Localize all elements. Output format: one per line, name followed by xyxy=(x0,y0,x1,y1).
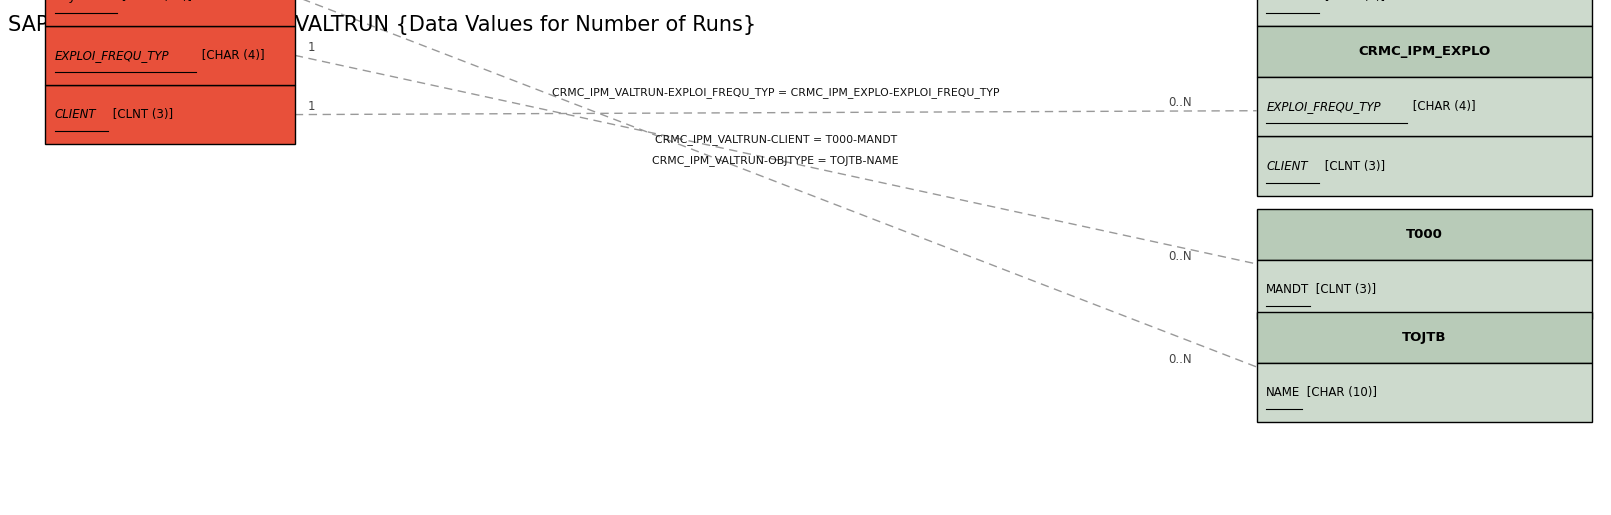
FancyBboxPatch shape xyxy=(1257,77,1592,136)
Text: [CLNT (3)]: [CLNT (3)] xyxy=(1321,160,1385,173)
Text: [CLNT (3)]: [CLNT (3)] xyxy=(110,108,174,121)
FancyBboxPatch shape xyxy=(1257,260,1592,319)
Text: [CHAR (4)]: [CHAR (4)] xyxy=(1410,100,1476,113)
FancyBboxPatch shape xyxy=(1257,209,1592,260)
FancyBboxPatch shape xyxy=(1257,0,1592,26)
Text: 0..N: 0..N xyxy=(1168,96,1192,110)
Text: NAME: NAME xyxy=(1266,386,1300,399)
Text: [CHAR (10)]: [CHAR (10)] xyxy=(118,0,192,3)
Text: 0..N: 0..N xyxy=(1168,250,1192,263)
FancyBboxPatch shape xyxy=(1257,26,1592,77)
Text: EXPLOI_FREQU_TYP: EXPLOI_FREQU_TYP xyxy=(55,49,169,62)
Text: CRMC_IPM_VALTRUN-CLIENT = T000-MANDT: CRMC_IPM_VALTRUN-CLIENT = T000-MANDT xyxy=(654,133,897,145)
Text: 0..N: 0..N xyxy=(1168,353,1192,366)
Text: CLIENT: CLIENT xyxy=(55,108,97,121)
Text: 1: 1 xyxy=(308,100,316,113)
Text: [CHAR (4)]: [CHAR (4)] xyxy=(198,49,264,62)
Text: CRMC_IPM_VALTRUN-EXPLOI_FREQU_TYP = CRMC_IPM_EXPLO-EXPLOI_FREQU_TYP: CRMC_IPM_VALTRUN-EXPLOI_FREQU_TYP = CRMC… xyxy=(553,87,999,97)
Text: CRMC_IPM_VALTRUN-OBJTYPE = TOJTB-NAME: CRMC_IPM_VALTRUN-OBJTYPE = TOJTB-NAME xyxy=(652,156,899,166)
Text: EXPLOI_FREQU_TYP: EXPLOI_FREQU_TYP xyxy=(1266,100,1381,113)
Text: TOJTB: TOJTB xyxy=(1402,331,1447,344)
Text: [CLNT (3)]: [CLNT (3)] xyxy=(1311,283,1376,296)
Text: CLIENT: CLIENT xyxy=(1266,160,1308,173)
FancyBboxPatch shape xyxy=(45,26,295,85)
Text: T000: T000 xyxy=(1406,228,1442,241)
Text: [CHAR (10)]: [CHAR (10)] xyxy=(1303,386,1377,399)
Text: 1: 1 xyxy=(308,41,316,54)
FancyBboxPatch shape xyxy=(1257,136,1592,196)
Text: [CLNT (3)]: [CLNT (3)] xyxy=(1321,0,1385,3)
Text: MANDT: MANDT xyxy=(1266,283,1310,296)
FancyBboxPatch shape xyxy=(1257,363,1592,422)
FancyBboxPatch shape xyxy=(45,0,295,26)
Text: CLIENT: CLIENT xyxy=(1266,0,1308,3)
Text: OBJTYPE: OBJTYPE xyxy=(55,0,105,3)
FancyBboxPatch shape xyxy=(1257,312,1592,363)
FancyBboxPatch shape xyxy=(45,85,295,144)
Text: SAP ABAP table CRMC_IPM_VALTRUN {Data Values for Number of Runs}: SAP ABAP table CRMC_IPM_VALTRUN {Data Va… xyxy=(8,15,756,37)
Text: CRMC_IPM_EXPLO: CRMC_IPM_EXPLO xyxy=(1358,45,1490,58)
